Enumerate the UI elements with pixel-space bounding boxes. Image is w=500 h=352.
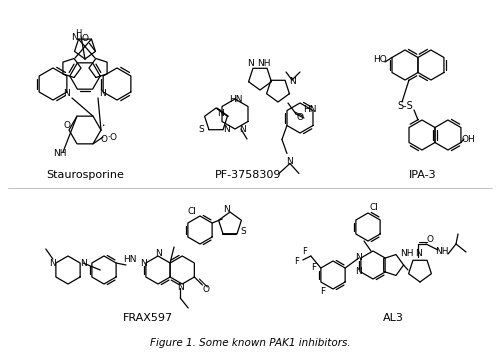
Text: F: F (312, 264, 316, 272)
Text: HN: HN (229, 95, 243, 105)
Text: S: S (240, 226, 246, 235)
Text: HN: HN (123, 256, 137, 264)
Text: O: O (296, 113, 304, 122)
Text: N: N (224, 206, 230, 214)
Text: F: F (294, 258, 300, 266)
Text: FRAX597: FRAX597 (123, 313, 173, 323)
Text: NH: NH (400, 249, 413, 258)
Text: N: N (240, 126, 246, 134)
Text: O: O (64, 120, 70, 130)
Text: H: H (75, 30, 81, 38)
Text: N: N (414, 250, 422, 258)
Text: Staurosporine: Staurosporine (46, 170, 124, 180)
Text: Cl: Cl (370, 203, 378, 213)
Text: N: N (100, 89, 106, 99)
Text: NH: NH (257, 59, 271, 69)
Text: N: N (156, 249, 162, 258)
Text: N: N (177, 283, 184, 293)
Text: F: F (320, 288, 326, 296)
Text: O: O (110, 133, 116, 143)
Text: •: • (102, 122, 104, 127)
Text: F: F (302, 247, 308, 257)
Text: HN: HN (303, 106, 317, 114)
Text: N: N (140, 258, 147, 268)
Text: IPA-3: IPA-3 (409, 170, 437, 180)
Text: O: O (426, 235, 434, 245)
Text: N: N (72, 33, 78, 43)
Text: PF-3758309: PF-3758309 (215, 170, 281, 180)
Text: AL3: AL3 (382, 313, 404, 323)
Text: S-S: S-S (397, 101, 413, 111)
Text: N: N (286, 157, 294, 166)
Text: O: O (82, 34, 89, 43)
Text: •: • (108, 136, 110, 140)
Text: N: N (64, 89, 70, 99)
Text: Cl: Cl (188, 207, 196, 216)
Text: NH: NH (435, 247, 449, 257)
Text: S: S (198, 125, 204, 133)
Text: N: N (50, 258, 56, 268)
Text: N: N (356, 268, 362, 277)
Text: NH: NH (53, 150, 67, 158)
Text: HO: HO (373, 56, 387, 64)
Text: N: N (216, 108, 224, 118)
Text: OH: OH (461, 136, 475, 145)
Text: N: N (356, 253, 362, 263)
Text: Figure 1. Some known PAK1 inhibitors.: Figure 1. Some known PAK1 inhibitors. (150, 338, 350, 348)
Text: N: N (224, 126, 230, 134)
Text: N: N (80, 258, 86, 268)
Text: N: N (288, 77, 296, 87)
Text: O: O (203, 284, 210, 294)
Text: N: N (246, 59, 254, 69)
Text: O: O (100, 136, 107, 145)
